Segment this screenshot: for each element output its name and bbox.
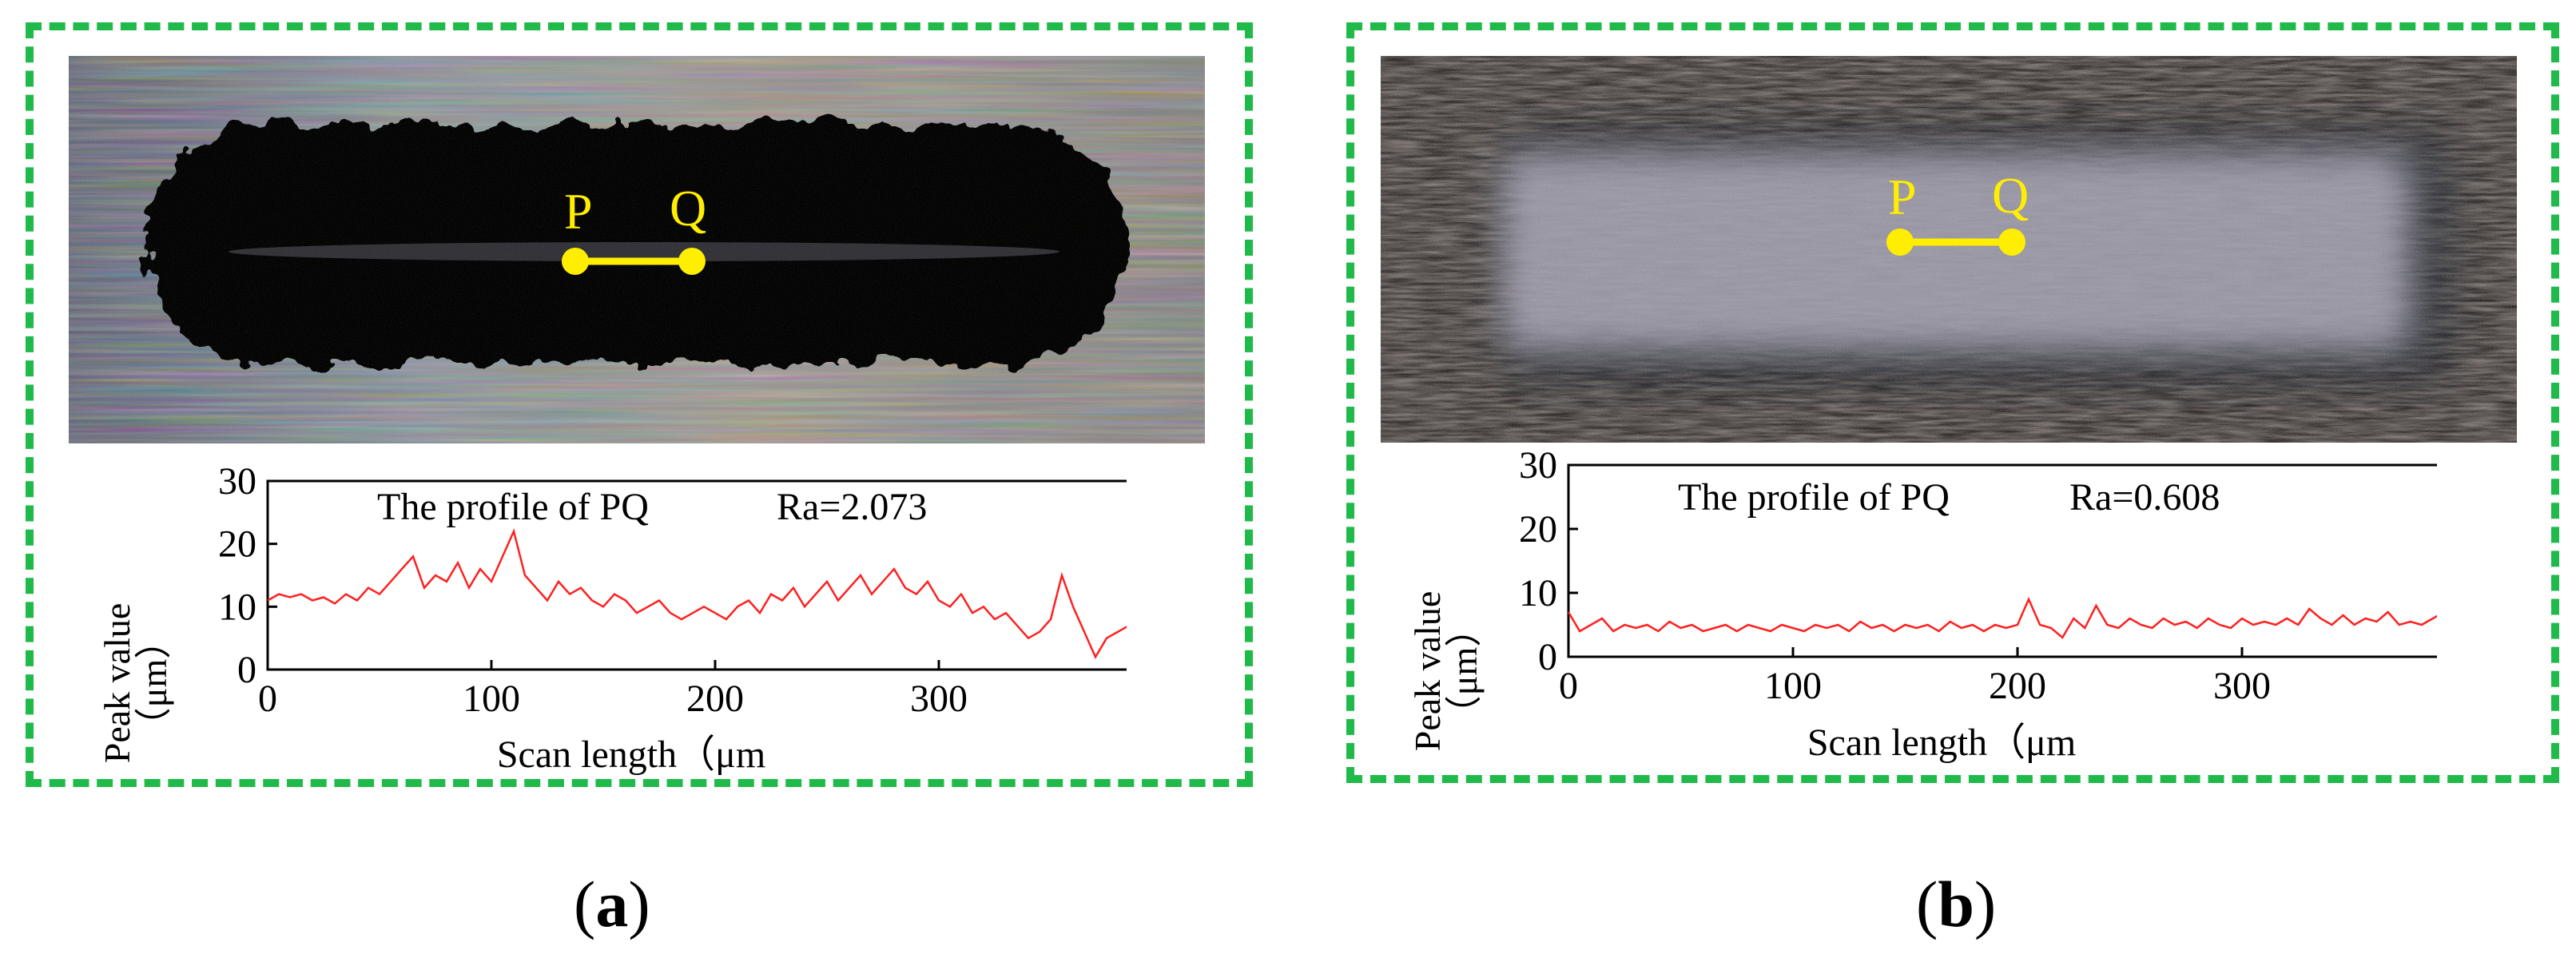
x-tick-label: 300	[910, 678, 968, 720]
q-point-b	[1998, 229, 2025, 256]
x-tick-label: 200	[686, 678, 744, 720]
panel-label-b: (b)	[1916, 868, 1997, 940]
ylabel-line1: Peak value	[97, 603, 137, 764]
profile-series-line	[267, 528, 1164, 660]
y-tick-label: 20	[1519, 508, 1557, 551]
micrograph-a: P Q	[69, 56, 1205, 443]
profile-series-line	[1567, 596, 2467, 639]
y-tick-label: 0	[1538, 636, 1557, 678]
x-tick-label: 300	[2213, 665, 2271, 707]
q-label-b: Q	[1992, 167, 2029, 224]
panel-b-frame	[1346, 22, 2559, 783]
x-tick-label: 100	[1764, 665, 1822, 707]
q-label-a: Q	[670, 180, 706, 237]
x-tick-label: 0	[1559, 665, 1578, 707]
y-tick-label: 20	[218, 523, 256, 566]
ra-value: Ra=2.073	[777, 486, 927, 528]
profile-caption: The profile of PQ	[1678, 476, 1950, 519]
p-label-b: P	[1888, 169, 1917, 225]
xlabel: Scan length（μm	[1807, 721, 2076, 764]
profile-chart-b: 01002003004000102030 Peak value （μm） The…	[1382, 444, 2495, 775]
x-tick-label: 0	[258, 678, 277, 720]
y-tick-label: 10	[218, 586, 256, 628]
ylabel-line1: Peak value	[1407, 591, 1448, 752]
panel-label-a: (a)	[574, 868, 650, 940]
y-tick-label: 10	[1519, 572, 1557, 614]
ylabel-line2: （μm）	[133, 622, 174, 744]
ylabel-line2: （μm）	[1444, 610, 1485, 732]
profile-chart-a: 01002003004000102030 Peak value （μm） The…	[72, 455, 1191, 776]
panel-a-frame	[26, 22, 1253, 787]
y-tick-label: 30	[1519, 447, 1557, 487]
p-label-a: P	[564, 183, 593, 240]
micrograph-b: P Q	[1381, 56, 2517, 443]
y-tick-label: 0	[237, 649, 256, 691]
y-tick-label: 30	[218, 460, 256, 503]
x-tick-label: 100	[463, 678, 520, 720]
x-tick-label: 200	[1989, 665, 2046, 707]
xlabel: Scan length（μm	[497, 733, 765, 775]
p-point-b	[1886, 229, 1914, 256]
profile-caption: The profile of PQ	[377, 486, 649, 528]
p-point-a	[562, 248, 589, 275]
ra-value: Ra=0.608	[2069, 476, 2220, 519]
q-point-a	[678, 248, 706, 275]
